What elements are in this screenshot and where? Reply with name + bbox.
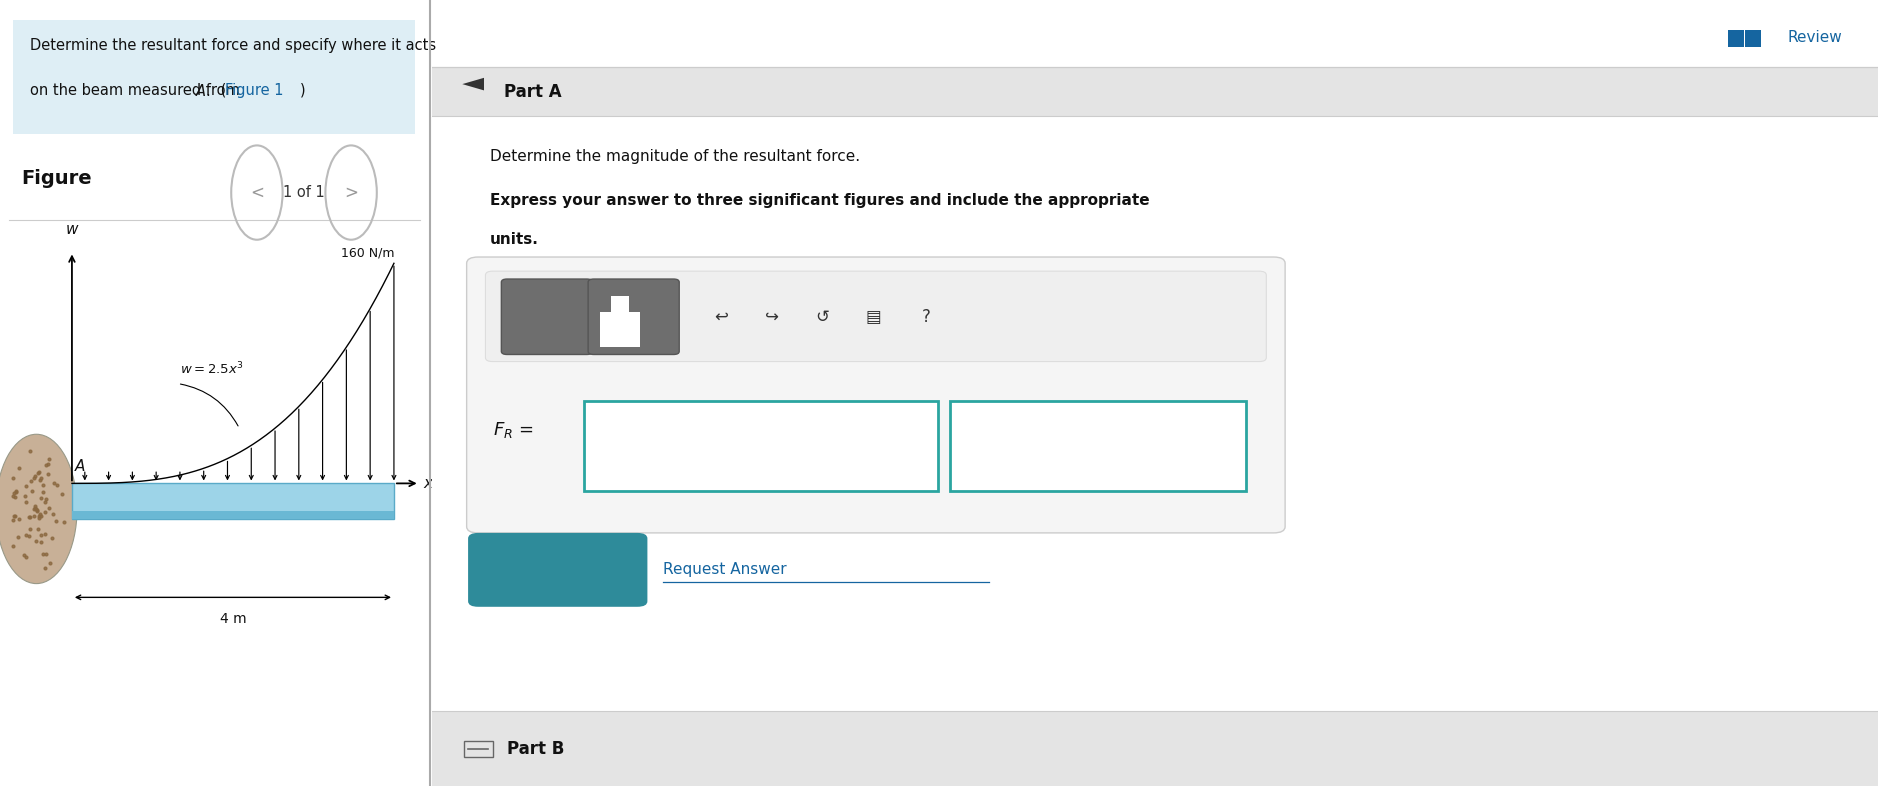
Bar bbox=[610, 296, 629, 347]
Bar bbox=[584, 401, 939, 491]
Bar bbox=[623, 312, 640, 347]
Bar bbox=[950, 401, 1247, 491]
Text: Submit: Submit bbox=[528, 562, 588, 578]
Text: Express your answer to three significant figures and include the appropriate: Express your answer to three significant… bbox=[490, 193, 1149, 208]
Text: ↺: ↺ bbox=[815, 308, 830, 325]
Text: $w$: $w$ bbox=[64, 222, 79, 237]
FancyBboxPatch shape bbox=[13, 20, 415, 134]
Text: Figure 1: Figure 1 bbox=[225, 83, 284, 97]
Text: $\mathit{A}$.: $\mathit{A}$. bbox=[195, 83, 210, 98]
Text: ↪: ↪ bbox=[764, 308, 779, 325]
FancyBboxPatch shape bbox=[501, 279, 592, 354]
Text: Part B: Part B bbox=[507, 740, 565, 758]
Bar bbox=[71, 483, 394, 519]
Text: Determine the magnitude of the resultant force.: Determine the magnitude of the resultant… bbox=[490, 149, 860, 164]
Bar bbox=[432, 116, 1878, 786]
Text: 1 of 1: 1 of 1 bbox=[284, 185, 325, 200]
Text: $x$: $x$ bbox=[423, 476, 434, 491]
Text: Review: Review bbox=[1788, 30, 1842, 45]
Text: ↩: ↩ bbox=[714, 308, 729, 325]
Text: ▤: ▤ bbox=[866, 308, 881, 325]
Text: ?: ? bbox=[922, 308, 931, 325]
Text: $w = 2.5x^3$: $w = 2.5x^3$ bbox=[180, 361, 244, 378]
Text: $F_R$ =: $F_R$ = bbox=[492, 420, 533, 440]
Text: 4 m: 4 m bbox=[220, 612, 246, 626]
FancyBboxPatch shape bbox=[485, 271, 1266, 362]
Bar bbox=[599, 312, 618, 347]
Circle shape bbox=[0, 434, 77, 583]
Text: 160 N/m: 160 N/m bbox=[342, 246, 394, 259]
Text: on the beam measured from: on the beam measured from bbox=[30, 83, 244, 97]
Bar bbox=[71, 511, 394, 519]
Text: Determine the resultant force and specify where it acts: Determine the resultant force and specif… bbox=[30, 38, 436, 53]
FancyArrowPatch shape bbox=[180, 384, 239, 426]
Text: Units: Units bbox=[1074, 438, 1119, 455]
Bar bbox=[1745, 30, 1762, 47]
FancyBboxPatch shape bbox=[466, 257, 1285, 533]
Bar bbox=[1728, 30, 1743, 47]
Text: >: > bbox=[344, 184, 359, 201]
Bar bbox=[432, 711, 1878, 786]
Text: units.: units. bbox=[490, 232, 539, 247]
Text: Request Answer: Request Answer bbox=[663, 562, 787, 578]
Text: Part A: Part A bbox=[503, 83, 562, 101]
Text: <: < bbox=[250, 184, 265, 201]
Text: Figure: Figure bbox=[21, 169, 92, 188]
Text: (: ( bbox=[216, 83, 227, 97]
FancyBboxPatch shape bbox=[468, 533, 648, 607]
Bar bbox=[432, 67, 1878, 116]
Text: $A$: $A$ bbox=[73, 458, 86, 474]
FancyBboxPatch shape bbox=[588, 279, 680, 354]
Bar bbox=[464, 741, 492, 757]
Text: ): ) bbox=[300, 83, 306, 97]
Polygon shape bbox=[462, 78, 485, 90]
Text: Value: Value bbox=[736, 438, 787, 455]
Text: μÅ: μÅ bbox=[625, 309, 642, 325]
